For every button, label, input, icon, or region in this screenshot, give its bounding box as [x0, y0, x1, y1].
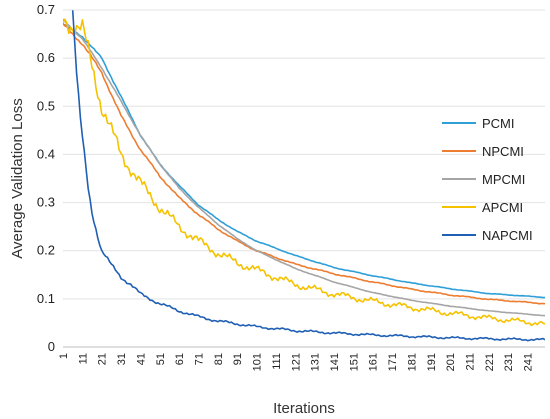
series-line-mpcmi [63, 18, 545, 317]
series-line-pcmi [63, 23, 545, 299]
series-line-napcmi [71, 10, 545, 342]
x-tick-label: 211 [465, 353, 477, 371]
legend-label-apcmi: APCMI [482, 200, 523, 215]
legend-label-pcmi: PCMI [482, 116, 515, 131]
y-axis-ticks: 0 0.1 0.2 0.3 0.4 0.5 0.6 0.7 [37, 2, 55, 354]
x-tick-label: 11 [77, 353, 89, 364]
x-tick-label: 191 [426, 353, 438, 371]
x-tick-label: 51 [155, 353, 167, 365]
x-tick-label: 181 [406, 353, 418, 371]
x-tick-label: 241 [523, 353, 535, 371]
x-tick-label: 31 [116, 353, 128, 365]
x-tick-label: 61 [174, 353, 186, 365]
y-tick-label: 0.4 [37, 146, 55, 161]
x-tick-label: 91 [232, 353, 244, 365]
x-tick-label: 131 [310, 353, 322, 371]
x-tick-label: 81 [213, 353, 225, 365]
x-tick-label: 1 [58, 353, 70, 359]
x-tick-label: 231 [503, 353, 515, 371]
gridlines [63, 9, 545, 300]
x-tick-label: 101 [252, 353, 264, 371]
x-tick-label: 171 [387, 353, 399, 371]
legend-label-mpcmi: MPCMI [482, 172, 525, 187]
x-tick-label: 141 [329, 353, 341, 371]
y-tick-label: 0 [48, 339, 55, 354]
series-lines [63, 10, 545, 342]
series-line-npcmi [63, 22, 545, 305]
x-tick-label: 221 [484, 353, 496, 371]
legend-label-npcmi: NPCMI [482, 144, 524, 159]
series-line-apcmi [63, 18, 545, 327]
y-tick-label: 0.1 [37, 291, 55, 306]
x-tick-label: 121 [290, 353, 302, 371]
x-tick-label: 71 [194, 353, 206, 365]
x-tick-label: 151 [348, 353, 360, 371]
y-tick-label: 0.2 [37, 243, 55, 258]
y-axis-title: Average Validation Loss [9, 98, 26, 258]
x-tick-label: 161 [368, 353, 380, 371]
legend-label-napcmi: NAPCMI [482, 228, 533, 243]
x-tick-label: 41 [135, 353, 147, 365]
x-tick-label: 21 [97, 353, 109, 365]
x-axis-title: Iterations [273, 400, 335, 417]
x-axis-ticks: 1 11 21 31 41 51 61 71 81 91 101 111 121 131 141 151 161… [58, 353, 535, 371]
x-tick-label: 111 [271, 353, 283, 370]
y-tick-label: 0.5 [37, 98, 55, 113]
x-tick-label: 201 [445, 353, 457, 371]
y-tick-label: 0.3 [37, 195, 55, 210]
y-tick-label: 0.7 [37, 2, 55, 17]
legend: PCMI NPCMI MPCMI APCMI NAPCMI [442, 116, 533, 243]
y-tick-label: 0.6 [37, 50, 55, 65]
